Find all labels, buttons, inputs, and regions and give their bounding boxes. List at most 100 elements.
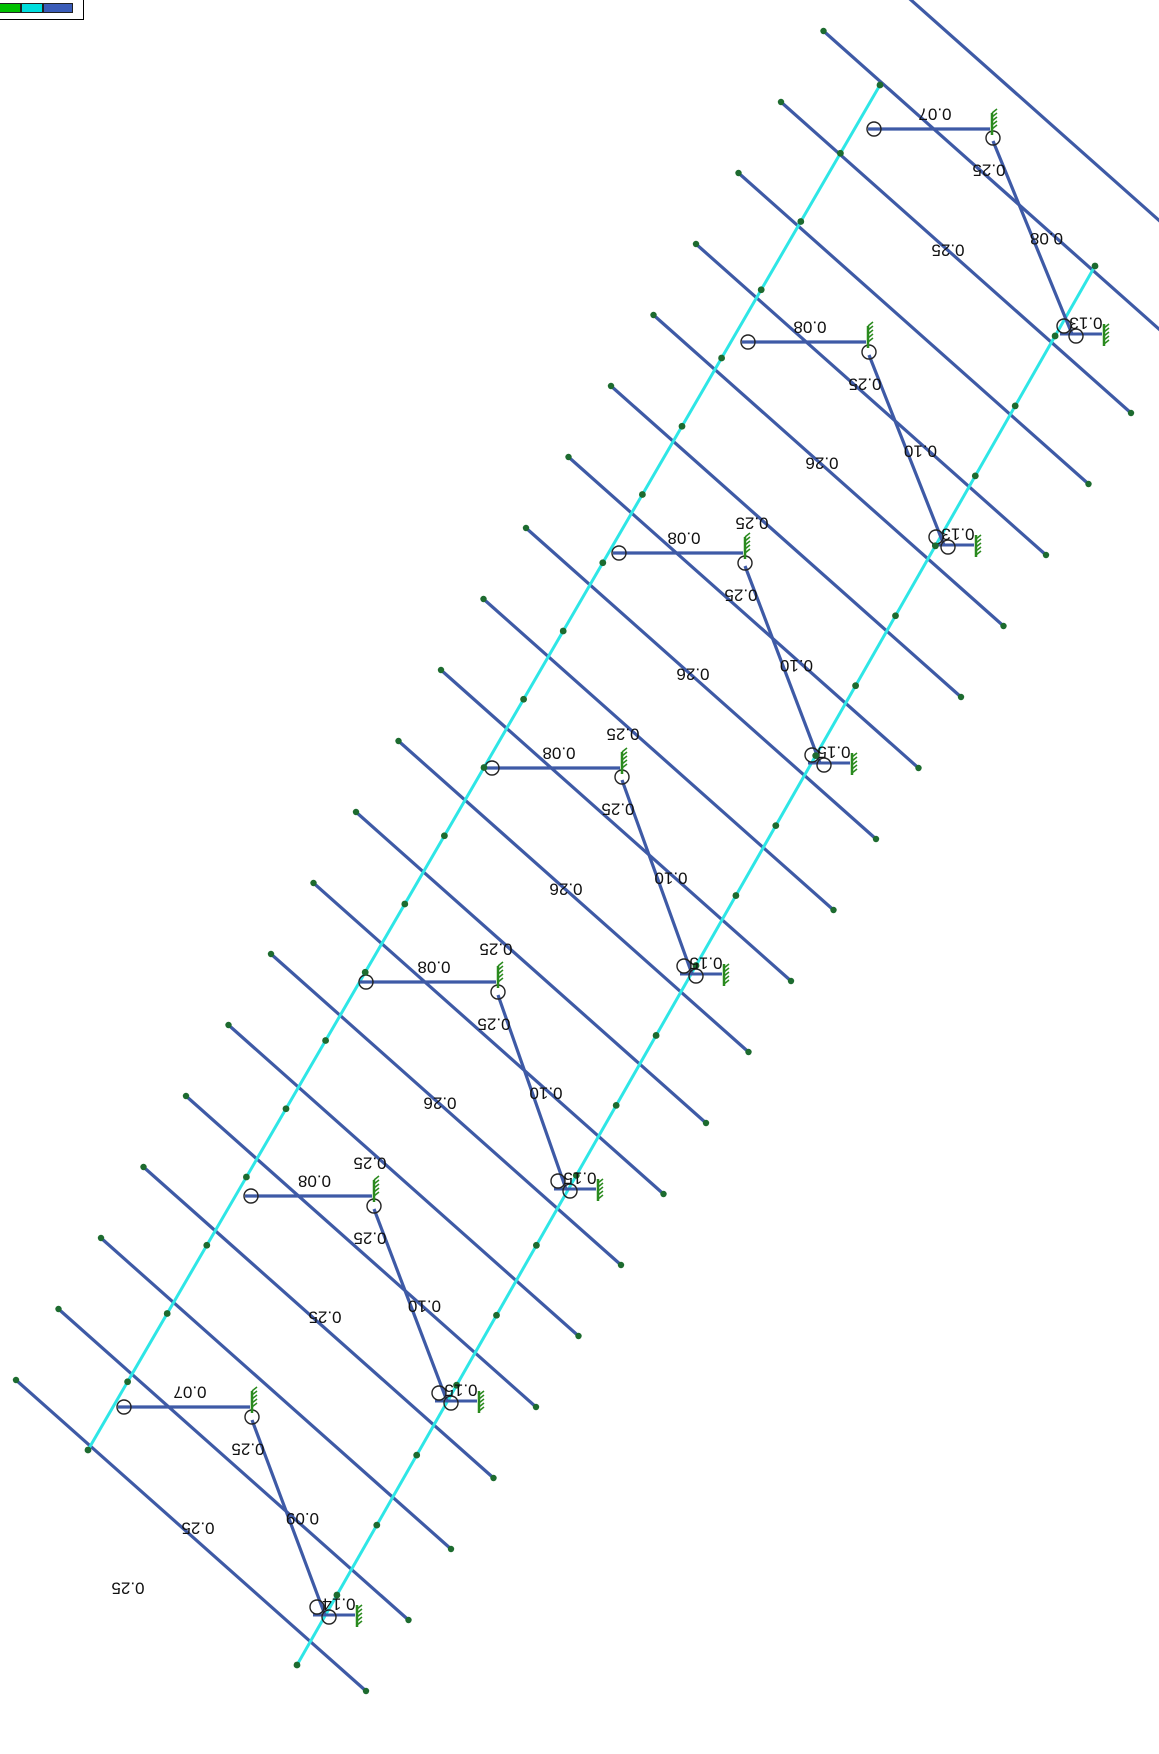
support-hatch (356, 1608, 363, 1614)
node-point (812, 752, 820, 760)
node-point (182, 1092, 190, 1100)
node-point (652, 1032, 660, 1039)
hinge-icon (688, 968, 704, 984)
member-label-diag1: 0.25 (724, 586, 757, 605)
diagonal-brace (867, 354, 946, 546)
support-hatch (975, 542, 982, 548)
member-label-top: 0.07 (918, 105, 951, 124)
node-point (413, 1451, 421, 1459)
hinge-icon (550, 1173, 566, 1189)
support-hatch (851, 756, 858, 762)
member-label-bottom: 0.15 (444, 1381, 477, 1400)
member-label-top: 0.07 (173, 1383, 206, 1402)
node-point (441, 832, 448, 840)
member-label-beam2: 0.25 (606, 725, 639, 744)
node-point (971, 472, 979, 480)
hinge-icon (443, 1395, 459, 1411)
support-hatch (497, 965, 504, 971)
member-label-beam: 0.26 (676, 665, 709, 684)
support-hatch (867, 337, 874, 343)
member-label-top: 0.08 (417, 958, 450, 977)
node-point (1011, 402, 1019, 410)
beam-lines (14, 0, 1159, 1693)
support-hatch (251, 1402, 258, 1408)
node-point (520, 695, 527, 703)
member-label-diag1: 0.25 (477, 1015, 510, 1034)
member-label-diag1: 0.25 (601, 800, 634, 819)
node-point (1000, 622, 1007, 630)
node-point (872, 835, 880, 843)
support-hatch (991, 112, 998, 118)
diagonal-brace (372, 1208, 449, 1402)
member-label-bottom: 0.13 (1069, 314, 1102, 333)
node-point (678, 422, 686, 430)
node-point (932, 542, 939, 550)
support-hatch (723, 979, 730, 985)
node-point (1085, 480, 1092, 488)
node-point (1051, 332, 1059, 340)
support-hatch (867, 333, 874, 339)
node-point (362, 1687, 370, 1695)
support-hatch (621, 755, 628, 761)
support-hatch (621, 751, 628, 757)
hinge-icon (940, 539, 956, 555)
support-hatch (991, 120, 998, 126)
node-point (599, 559, 607, 567)
support-hatch (478, 1402, 485, 1408)
member-label-diag1: 0.25 (231, 1440, 264, 1459)
node-point (607, 382, 615, 390)
beam-line (694, 242, 1048, 557)
node-point (612, 1102, 620, 1109)
node-points (12, 27, 1135, 1695)
diagonal-brace (991, 140, 1074, 335)
hinge-icon (321, 1609, 337, 1625)
support-hatch (867, 321, 874, 327)
beam-line (567, 455, 920, 770)
support-hatch (851, 768, 858, 774)
node-point (203, 1241, 211, 1249)
beam-line (737, 171, 1090, 486)
diagonal-brace (743, 565, 822, 764)
support-hatch (1103, 339, 1110, 345)
node-point (373, 1521, 381, 1529)
support-hatch (975, 538, 982, 544)
node-point (892, 612, 899, 620)
support-hatch (744, 540, 751, 546)
member-label-beam2: 0.25 (111, 1579, 144, 1598)
node-point (84, 1446, 92, 1454)
support-hatch (975, 534, 982, 540)
member-label-beam: 0.26 (805, 454, 838, 473)
node-point (639, 491, 646, 498)
diagonal-brace (620, 779, 694, 975)
beam-line (652, 313, 1005, 628)
support-hatch (621, 747, 628, 753)
node-point (702, 1119, 710, 1127)
support-hatch (851, 752, 858, 758)
support-hatch (1103, 323, 1110, 329)
hinge-icon (562, 1183, 578, 1199)
node-point (660, 1190, 667, 1198)
support-hatch (497, 961, 504, 967)
member-label-top: 0.08 (542, 744, 575, 763)
support-hatch (621, 763, 628, 769)
node-point (533, 1241, 540, 1249)
hinge-icon (1068, 328, 1084, 344)
support-hatch (744, 532, 751, 538)
node-point (718, 354, 725, 362)
node-point (1042, 551, 1050, 559)
hinge-icon (431, 1385, 447, 1401)
hinge-icon (866, 121, 882, 137)
node-point (282, 1105, 290, 1113)
frame-members (116, 108, 1110, 1627)
node-point (310, 879, 317, 887)
member-label-top: 0.08 (298, 1172, 331, 1191)
node-point (772, 822, 780, 829)
node-point (757, 286, 765, 294)
beam-line (57, 1307, 410, 1622)
node-point (447, 1545, 455, 1553)
node-point (575, 1332, 582, 1340)
member-label-diag2: 0.10 (780, 656, 813, 675)
node-point (493, 1311, 500, 1319)
support-hatch (373, 1179, 380, 1185)
support-hatch (744, 536, 751, 542)
